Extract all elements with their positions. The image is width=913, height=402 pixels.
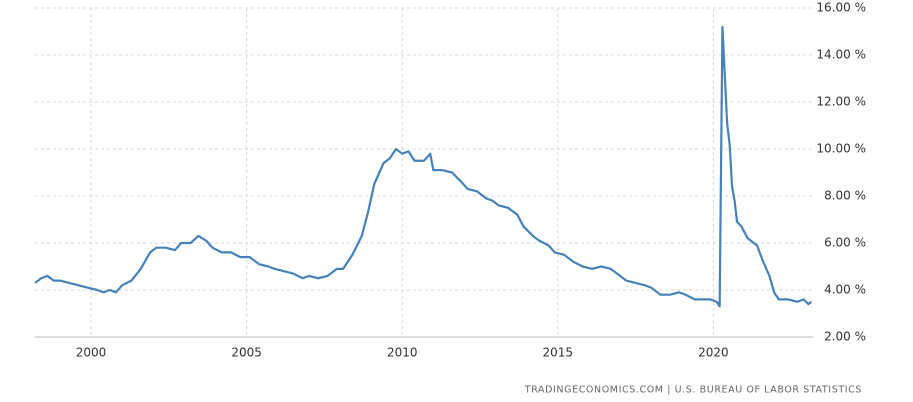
y-tick-label: 16.00 % bbox=[816, 1, 866, 15]
x-tick-label: 2015 bbox=[543, 346, 574, 360]
grid bbox=[35, 7, 813, 338]
y-tick-label: 4.00 % bbox=[824, 283, 866, 297]
y-tick-label: 14.00 % bbox=[816, 48, 866, 62]
x-tick-label: 2000 bbox=[76, 346, 107, 360]
y-tick-label: 10.00 % bbox=[816, 142, 866, 156]
data-line bbox=[34, 25, 813, 308]
x-tick-label: 2020 bbox=[698, 346, 729, 360]
y-tick-label: 2.00 % bbox=[824, 330, 866, 344]
source-note: TRADINGECONOMICS.COM | U.S. BUREAU OF LA… bbox=[524, 385, 862, 396]
x-tick-label: 2005 bbox=[231, 346, 262, 360]
y-tick-label: 8.00 % bbox=[824, 189, 866, 203]
y-tick-label: 12.00 % bbox=[816, 95, 866, 109]
x-tick-label: 2010 bbox=[387, 346, 418, 360]
y-tick-label: 6.00 % bbox=[824, 236, 866, 250]
